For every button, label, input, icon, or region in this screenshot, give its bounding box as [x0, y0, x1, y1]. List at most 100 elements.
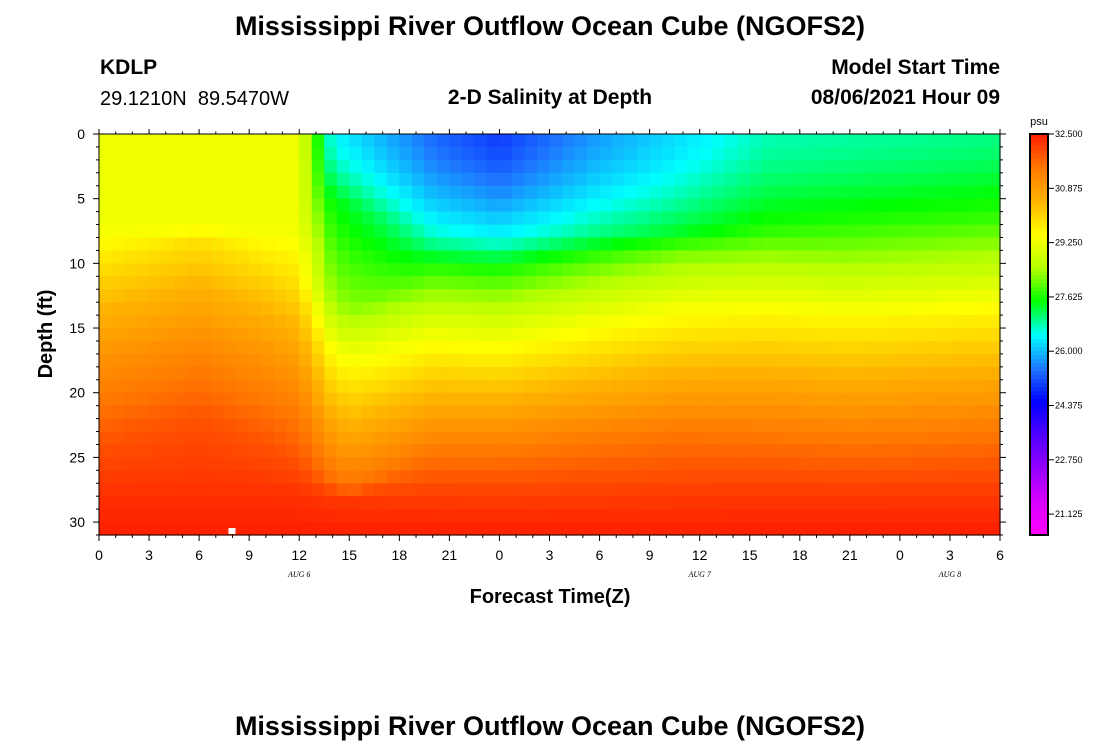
heatmap-cell — [899, 353, 913, 368]
colorbar-segment — [1030, 226, 1048, 231]
heatmap-cell — [574, 302, 588, 316]
heatmap-cell — [749, 366, 763, 381]
heatmap-cell — [562, 457, 576, 471]
heatmap-cell — [637, 431, 651, 446]
colorbar-segment — [1030, 150, 1048, 155]
heatmap-cell — [274, 392, 288, 407]
heatmap-cell — [149, 522, 163, 536]
heatmap-cell — [899, 276, 913, 290]
heatmap-cell — [712, 159, 726, 174]
heatmap-cell — [99, 444, 113, 458]
heatmap-cell — [774, 366, 788, 381]
heatmap-cell — [124, 509, 138, 523]
heatmap-cell — [449, 340, 463, 355]
heatmap-cell — [299, 328, 313, 342]
colorbar-segment — [1030, 390, 1048, 396]
heatmap-cell — [461, 250, 476, 264]
heatmap-cell — [962, 366, 976, 381]
heatmap-cell — [899, 444, 913, 458]
heatmap-cell — [649, 509, 663, 523]
heatmap-cell — [211, 250, 225, 264]
heatmap-cell — [712, 263, 726, 277]
heatmap-cell — [837, 431, 851, 446]
heatmap-cell — [411, 224, 425, 239]
heatmap-cell — [349, 211, 363, 226]
heatmap-cell — [211, 418, 225, 433]
heatmap-cell — [624, 159, 638, 174]
heatmap-cell — [612, 263, 626, 277]
heatmap-cell — [962, 172, 976, 187]
heatmap-cell — [224, 444, 238, 458]
colorbar-segment — [1030, 446, 1048, 452]
heatmap-cell — [411, 444, 425, 458]
heatmap-cell — [161, 405, 175, 420]
heatmap-cell — [436, 522, 450, 536]
heatmap-cell — [461, 315, 476, 329]
heatmap-cell — [499, 198, 513, 213]
heatmap-cell — [849, 211, 863, 226]
heatmap-cell — [199, 457, 213, 471]
colorbar-segment — [1030, 398, 1048, 404]
heatmap-cell — [899, 134, 913, 148]
heatmap-cell — [511, 211, 526, 226]
heatmap-cell — [249, 457, 263, 471]
heatmap-cell — [236, 405, 250, 420]
heatmap-cell — [674, 172, 688, 187]
heatmap-cell — [111, 353, 125, 368]
heatmap-cell — [211, 211, 225, 226]
heatmap-cell — [749, 289, 763, 303]
heatmap-cell — [511, 379, 526, 394]
heatmap-cell — [987, 340, 1001, 355]
heatmap-cell — [924, 328, 939, 342]
heatmap-cell — [486, 134, 501, 148]
heatmap-cell — [374, 444, 388, 458]
heatmap-cell — [949, 392, 964, 407]
heatmap-cell — [524, 328, 538, 342]
heatmap-cell — [161, 366, 175, 381]
heatmap-cell — [949, 328, 964, 342]
heatmap-cell — [787, 185, 801, 200]
heatmap-cell — [762, 198, 776, 213]
heatmap-cell — [587, 289, 601, 303]
colorbar-segment — [1030, 350, 1048, 356]
heatmap-cell — [849, 353, 863, 368]
heatmap-cell — [962, 237, 976, 252]
heatmap-cell — [937, 522, 951, 536]
heatmap-cell — [774, 211, 788, 226]
heatmap-cell — [386, 134, 400, 148]
heatmap-cell — [136, 276, 150, 290]
heatmap-cell — [386, 496, 400, 510]
heatmap-cell — [124, 185, 138, 200]
heatmap-cell — [587, 146, 601, 161]
heatmap-cell — [374, 366, 388, 381]
colorbar-segment — [1030, 142, 1048, 147]
heatmap-cell — [699, 263, 713, 277]
heatmap-cell — [824, 159, 838, 174]
heatmap-cell — [762, 315, 776, 329]
colorbar-segment — [1030, 158, 1048, 163]
heatmap-cell — [261, 159, 275, 174]
heatmap-cell — [411, 496, 425, 510]
heatmap-cell — [99, 483, 113, 497]
heatmap-cell — [874, 457, 888, 471]
heatmap-cell — [637, 263, 651, 277]
heatmap-cell — [674, 392, 688, 407]
heatmap-cell — [374, 302, 388, 316]
heatmap-cell — [599, 224, 613, 239]
heatmap-cell — [411, 198, 425, 213]
heatmap-cell — [887, 146, 901, 161]
heatmap-cell — [111, 224, 125, 239]
heatmap-cell — [874, 392, 888, 407]
heatmap-cell — [286, 366, 300, 381]
heatmap-cell — [887, 250, 901, 264]
heatmap-cell — [824, 431, 838, 446]
heatmap-cell — [374, 522, 388, 536]
heatmap-cell — [336, 509, 350, 523]
date-label: AUG 7 — [687, 570, 711, 579]
heatmap-cell — [386, 159, 400, 174]
heatmap-cell — [924, 418, 939, 433]
heatmap-cell — [299, 340, 313, 355]
heatmap-cell — [662, 172, 676, 187]
heatmap-cell — [211, 263, 225, 277]
x-tick-label: 9 — [646, 547, 654, 563]
